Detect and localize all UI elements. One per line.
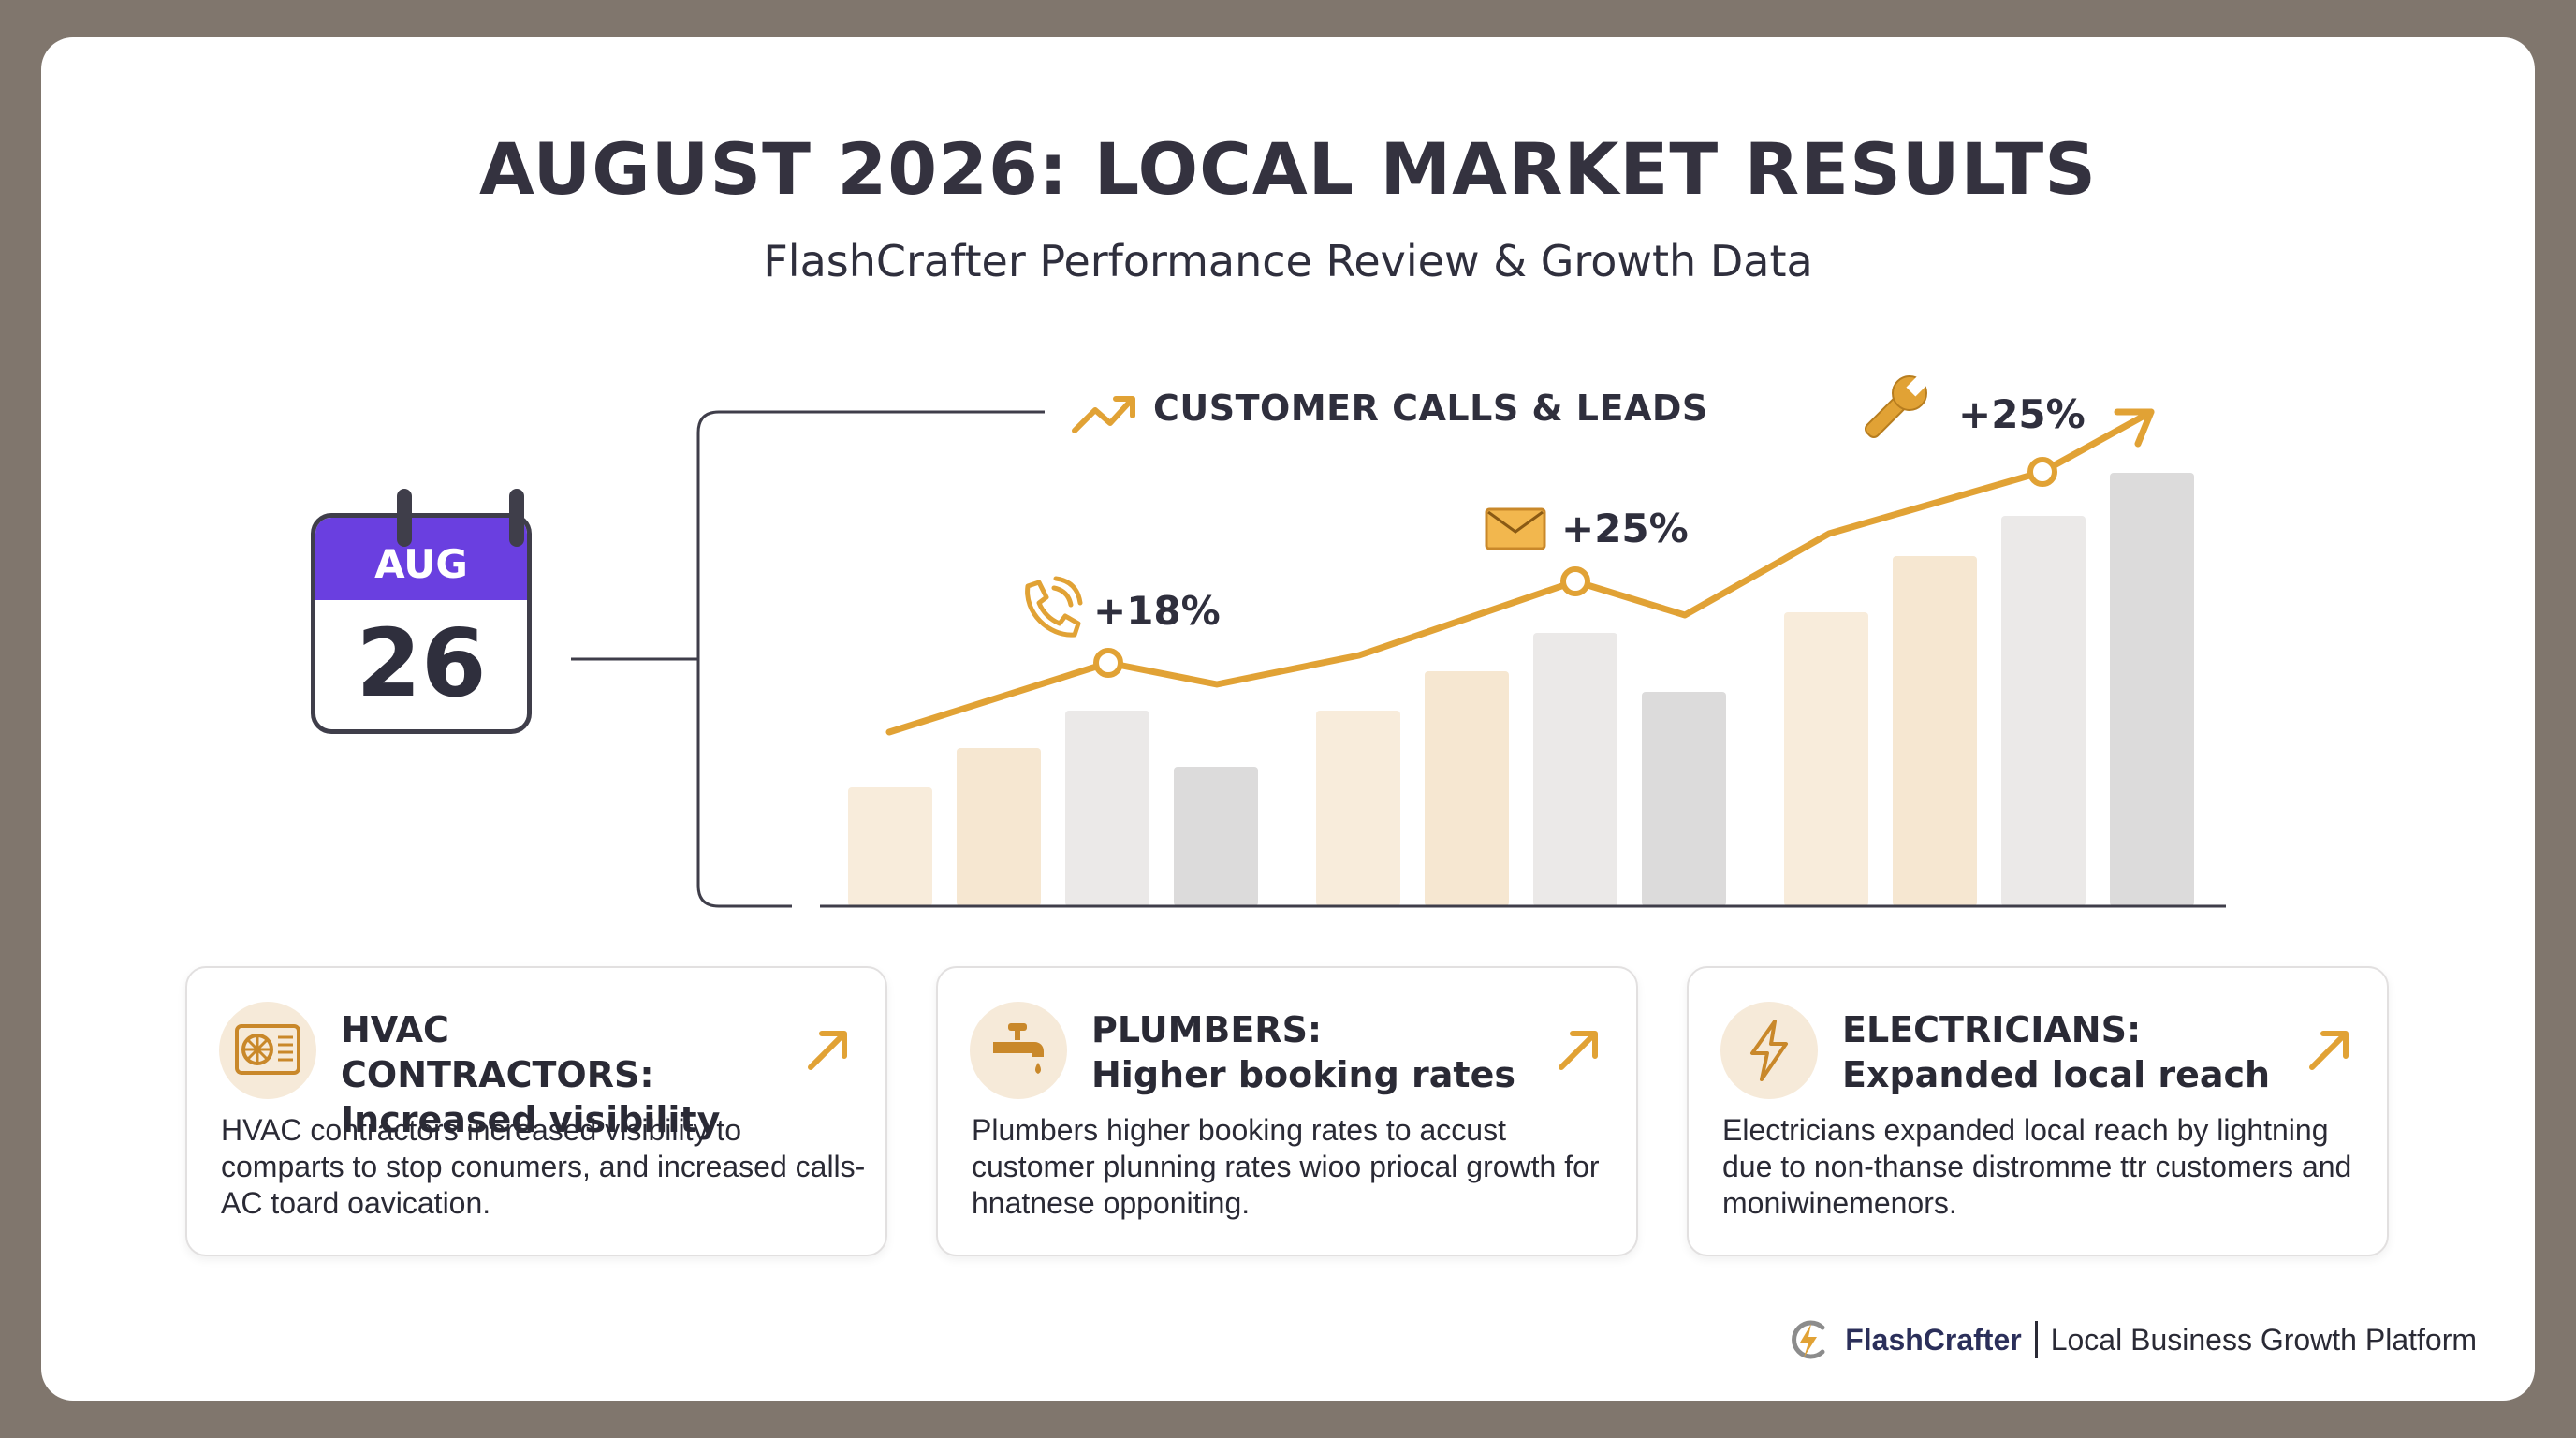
faucet-icon xyxy=(970,1002,1067,1099)
bar xyxy=(1174,767,1258,906)
envelope-icon xyxy=(1485,507,1546,550)
bar xyxy=(1784,612,1868,906)
plumbers-card: PLUMBERS: Higher booking rates Plumbers … xyxy=(936,966,1638,1256)
trend-up-arrowhead xyxy=(1113,396,1135,418)
arrow-up-right-icon xyxy=(2309,1031,2349,1070)
data-label-services: +25% xyxy=(1958,391,2086,437)
hvac-card-title-line1: HVAC CONTRACTORS: xyxy=(341,1009,654,1095)
bar xyxy=(1893,556,1977,906)
hvac-card: HVAC CONTRACTORS: Increased visibility H… xyxy=(185,966,887,1256)
hvac-card-title: HVAC CONTRACTORS: Increased visibility xyxy=(341,1007,771,1142)
trend-line-group xyxy=(886,408,2155,736)
trend-marker xyxy=(1093,648,1123,678)
plumbers-card-body: Plumbers higher booking rates to accust … xyxy=(972,1113,1600,1220)
calendar-ring-right xyxy=(509,489,524,547)
plumbers-card-title-line1: PLUMBERS: xyxy=(1091,1009,1323,1050)
footer-brand: FlashCrafter xyxy=(1845,1322,2022,1357)
bar xyxy=(1316,711,1400,906)
footer-divider xyxy=(2034,1321,2038,1358)
trend-arrowhead xyxy=(2114,408,2155,448)
wrench-icon xyxy=(1864,374,1929,439)
chart-bracket-line xyxy=(571,410,1045,908)
bar xyxy=(1425,671,1509,906)
footer: FlashCrafter Local Business Growth Platf… xyxy=(1785,1316,2477,1363)
plumbers-card-title: PLUMBERS: Higher booking rates xyxy=(1091,1007,1522,1097)
calendar-day: 26 xyxy=(356,609,487,718)
electricians-card-title-line1: ELECTRICIANS: xyxy=(1842,1009,2142,1050)
bar xyxy=(957,748,1041,906)
electricians-card: ELECTRICIANS: Expanded local reach Elect… xyxy=(1687,966,2389,1256)
flashcrafter-logo-icon xyxy=(1792,1320,1825,1359)
calendar-icon: AUG 26 xyxy=(311,513,532,734)
footer-tagline: Local Business Growth Platform xyxy=(2050,1322,2477,1357)
data-label-messages: +25% xyxy=(1561,506,1689,551)
electricians-card-body: Electricians expanded local reach by lig… xyxy=(1722,1113,2352,1220)
hvac-card-body: HVAC contractors increased visibility to… xyxy=(221,1113,866,1220)
lightning-bolt-icon xyxy=(1720,1002,1818,1099)
bar xyxy=(1533,633,1617,906)
chart-title: CUSTOMER CALLS & LEADS xyxy=(1153,388,1708,429)
page-subtitle: FlashCrafter Performance Review & Growth… xyxy=(763,236,1813,286)
chart-bracket xyxy=(571,410,1045,908)
bar xyxy=(1642,692,1726,906)
bar xyxy=(1065,711,1149,906)
calendar-month: AUG xyxy=(315,518,527,600)
chart-icons xyxy=(1025,374,1929,638)
plumbers-card-title-line2: Higher booking rates xyxy=(1091,1054,1515,1095)
bar xyxy=(2110,473,2194,906)
electricians-card-title: ELECTRICIANS: Expanded local reach xyxy=(1842,1007,2273,1097)
trend-up-icon xyxy=(1072,398,1134,433)
electricians-card-title-line2: Expanded local reach xyxy=(1842,1054,2271,1095)
calendar-ring-left xyxy=(397,489,412,547)
arrow-up-right-icon xyxy=(1559,1031,1598,1070)
bar xyxy=(2001,516,2086,906)
arrow-up-right-icon xyxy=(808,1031,847,1070)
page-title: AUGUST 2026: LOCAL MARKET RESULTS xyxy=(479,127,2097,211)
bar xyxy=(848,787,932,906)
trend-marker xyxy=(1560,566,1590,596)
air-conditioner-icon xyxy=(219,1002,316,1099)
hvac-card-title-line2: Increased visibility xyxy=(341,1099,721,1140)
trend-marker xyxy=(2027,457,2057,487)
chart-bars xyxy=(848,473,2194,906)
phone-icon xyxy=(1025,576,1083,638)
data-label-calls: +18% xyxy=(1093,588,1221,634)
